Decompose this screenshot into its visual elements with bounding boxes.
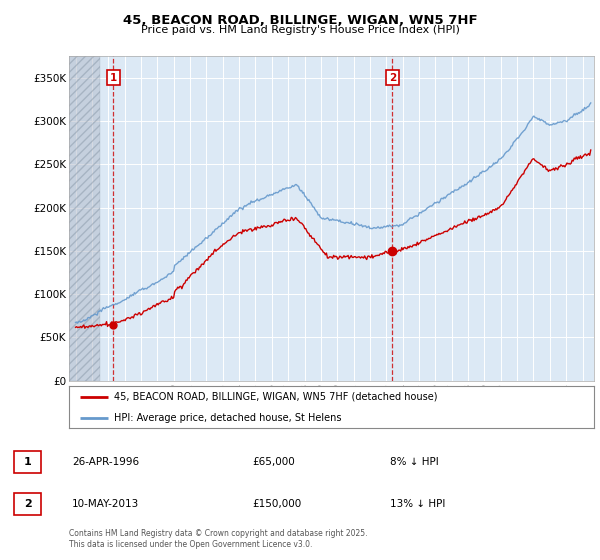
Text: 1: 1 bbox=[110, 73, 117, 83]
Text: 10-MAY-2013: 10-MAY-2013 bbox=[72, 499, 139, 509]
Text: 2: 2 bbox=[24, 499, 31, 509]
Text: £65,000: £65,000 bbox=[252, 457, 295, 467]
Text: Price paid vs. HM Land Registry's House Price Index (HPI): Price paid vs. HM Land Registry's House … bbox=[140, 25, 460, 35]
Text: 45, BEACON ROAD, BILLINGE, WIGAN, WN5 7HF: 45, BEACON ROAD, BILLINGE, WIGAN, WN5 7H… bbox=[122, 14, 478, 27]
Text: Contains HM Land Registry data © Crown copyright and database right 2025.
This d: Contains HM Land Registry data © Crown c… bbox=[69, 529, 367, 549]
Text: £150,000: £150,000 bbox=[252, 499, 301, 509]
Text: 1: 1 bbox=[24, 457, 31, 467]
Text: HPI: Average price, detached house, St Helens: HPI: Average price, detached house, St H… bbox=[113, 413, 341, 423]
Bar bbox=[69, 56, 100, 381]
Text: 45, BEACON ROAD, BILLINGE, WIGAN, WN5 7HF (detached house): 45, BEACON ROAD, BILLINGE, WIGAN, WN5 7H… bbox=[113, 392, 437, 402]
Text: 26-APR-1996: 26-APR-1996 bbox=[72, 457, 139, 467]
Text: 8% ↓ HPI: 8% ↓ HPI bbox=[390, 457, 439, 467]
Text: 13% ↓ HPI: 13% ↓ HPI bbox=[390, 499, 445, 509]
Text: 2: 2 bbox=[389, 73, 396, 83]
